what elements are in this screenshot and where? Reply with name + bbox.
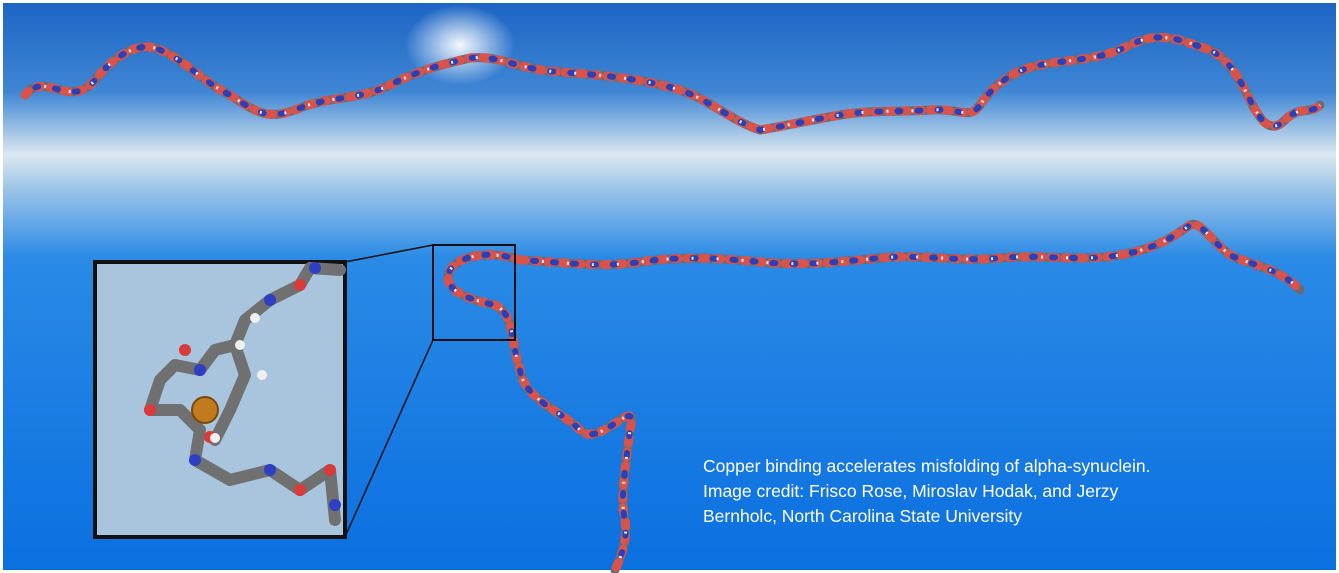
image: Copper binding accelerates misfolding of… xyxy=(0,0,1339,573)
caption-line: Bernholc, North Carolina State Universit… xyxy=(703,506,1022,526)
page: Copper binding accelerates misfolding of… xyxy=(0,0,1339,573)
caption-line: Copper binding accelerates misfolding of… xyxy=(703,456,1150,476)
caption-line: Image credit: Frisco Rose, Miroslav Hoda… xyxy=(703,481,1119,501)
inset xyxy=(95,262,345,537)
